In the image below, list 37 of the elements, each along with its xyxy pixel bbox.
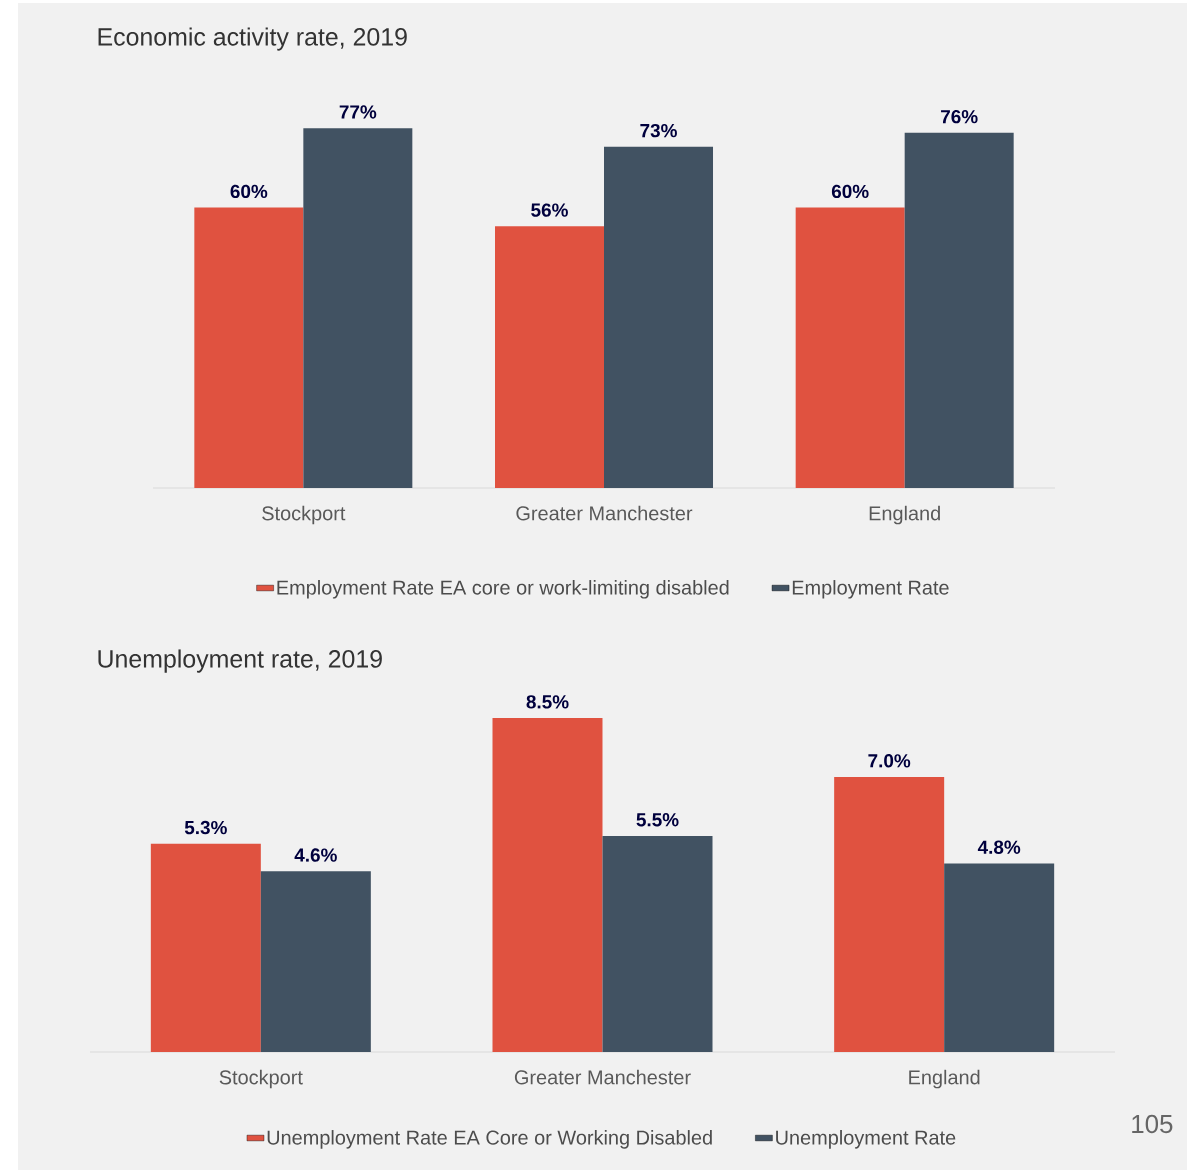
x-tick-label: Greater Manchester [516, 505, 693, 521]
data-label: 7.0% [868, 754, 911, 768]
x-tick-label: Greater Manchester [514, 1069, 691, 1085]
chart-title: Unemployment rate, 2019 [98, 649, 382, 673]
text: 105 [1132, 1114, 1173, 1134]
bar [904, 132, 1014, 489]
data-label: 4.6% [294, 848, 337, 862]
bar [260, 871, 371, 1053]
bar [150, 843, 261, 1053]
legend-label: Employment Rate EA core or work-limiting disabled [277, 580, 729, 599]
bar [602, 835, 713, 1053]
legend-label: Unemployment Rate [776, 1130, 956, 1149]
x-tick-label: England [909, 1069, 980, 1089]
data-label: 76% [941, 109, 978, 124]
data-label: 4.8% [977, 840, 1021, 854]
bar [834, 777, 945, 1053]
data-label: 56% [531, 203, 568, 217]
data-label: 60% [230, 184, 268, 199]
data-label: 60% [831, 184, 869, 199]
legend-label: Employment Rate [792, 580, 949, 599]
bar [303, 128, 413, 489]
chart-title: Economic activity rate, 2019 [98, 27, 407, 51]
x-tick-label: Stockport [219, 1069, 303, 1089]
data-label: 5.3% [184, 820, 227, 835]
bar [495, 226, 604, 489]
data-label: 73% [640, 123, 677, 138]
x-tick-label: Stockport [262, 505, 346, 525]
bar [194, 207, 304, 489]
data-label: 5.5% [636, 813, 679, 827]
bar [604, 146, 714, 489]
bar [944, 863, 1055, 1053]
bar [492, 718, 603, 1053]
data-label: 8.5% [526, 695, 569, 709]
data-label: 77% [339, 105, 377, 119]
x-tick-label: England [869, 505, 940, 525]
legend-label: Unemployment Rate EA Core or Working Disabled [267, 1130, 712, 1149]
bar [795, 207, 905, 489]
